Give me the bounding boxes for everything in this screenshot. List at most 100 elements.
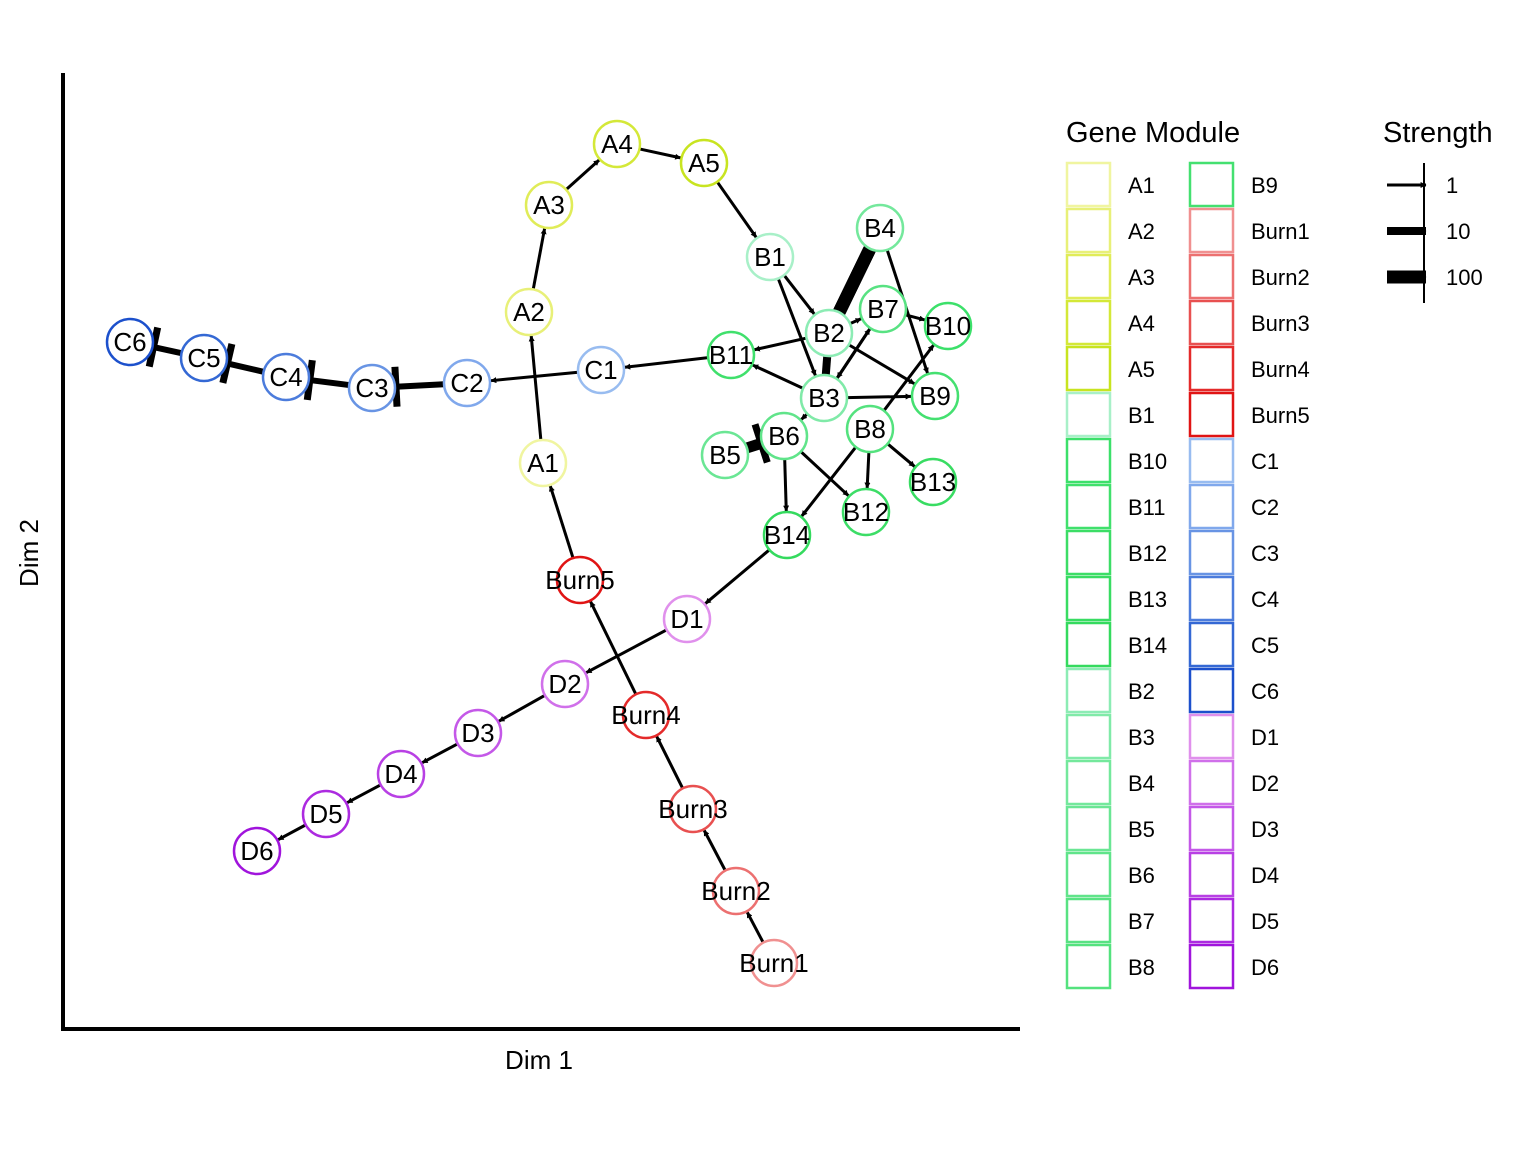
node-b4: B4 xyxy=(855,203,905,253)
legend-item-b1: B1 xyxy=(1065,391,1155,438)
node-b7: B7 xyxy=(858,284,908,334)
legend-label: B8 xyxy=(1128,955,1155,980)
legend-label: D5 xyxy=(1251,909,1279,934)
node-circle xyxy=(706,330,756,380)
edge-B11-to-C1 xyxy=(624,356,709,370)
edge-B8-to-B10 xyxy=(882,344,935,412)
node-label: B3 xyxy=(808,383,840,413)
legend-swatch xyxy=(1188,621,1235,668)
node-label: Burn5 xyxy=(545,565,614,595)
legend-label: C3 xyxy=(1251,541,1279,566)
node-circle xyxy=(301,789,351,839)
legend-item-burn5: Burn5 xyxy=(1188,391,1310,438)
legend-item-d1: D1 xyxy=(1188,713,1279,760)
legend-swatch xyxy=(1188,943,1235,990)
node-c5: C5 xyxy=(179,333,229,383)
legend-item-d3: D3 xyxy=(1188,805,1279,852)
node-d3: D3 xyxy=(453,708,503,758)
node-c6: C6 xyxy=(105,317,155,367)
node-d5: D5 xyxy=(301,789,351,839)
node-label: B1 xyxy=(754,242,786,272)
edge-B3-to-B2 xyxy=(821,356,832,376)
legend-label: B9 xyxy=(1251,173,1278,198)
node-burn1: Burn1 xyxy=(739,938,809,988)
node-label: C2 xyxy=(450,368,483,398)
edge-B4-to-B2 xyxy=(833,245,876,315)
node-circle xyxy=(762,510,812,560)
node-label: Burn1 xyxy=(739,948,808,978)
node-circle xyxy=(855,203,905,253)
node-burn3: Burn3 xyxy=(658,784,728,834)
legend-item-b5: B5 xyxy=(1065,805,1155,852)
node-b11: B11 xyxy=(706,330,756,380)
legend-label: B5 xyxy=(1128,817,1155,842)
legend-swatch xyxy=(1065,483,1112,530)
node-d1: D1 xyxy=(662,594,712,644)
legend-swatch xyxy=(1188,253,1235,300)
legend-item-b7: B7 xyxy=(1065,897,1155,944)
legend-item-c1: C1 xyxy=(1188,437,1279,484)
node-label: C1 xyxy=(584,355,617,385)
edge-B6-to-B14 xyxy=(783,458,790,512)
edge-D3-to-D4 xyxy=(421,742,459,765)
node-c3: C3 xyxy=(347,363,397,413)
legend-label: D1 xyxy=(1251,725,1279,750)
node-a5: A5 xyxy=(679,138,729,188)
edge-B4-to-B9 xyxy=(885,249,929,374)
node-circle xyxy=(908,457,958,507)
legend-item-burn4: Burn4 xyxy=(1188,345,1310,392)
legend-swatch xyxy=(1065,391,1112,438)
edges-layer xyxy=(145,147,935,944)
edge-B8-to-B14 xyxy=(800,446,858,518)
node-circle xyxy=(858,284,908,334)
node-d2: D2 xyxy=(540,659,590,709)
node-label: D2 xyxy=(548,669,581,699)
strength-label: 1 xyxy=(1446,173,1458,198)
node-label: B10 xyxy=(925,311,971,341)
edge-A4-to-A5 xyxy=(639,147,682,160)
legend-swatch xyxy=(1065,897,1112,944)
node-b12: B12 xyxy=(841,487,891,537)
legend-item-b11: B11 xyxy=(1065,483,1166,530)
node-label: B2 xyxy=(813,318,845,348)
legend-label: C2 xyxy=(1251,495,1279,520)
node-circle xyxy=(555,555,605,605)
legend-label: B10 xyxy=(1128,449,1167,474)
node-circle xyxy=(662,594,712,644)
node-circle xyxy=(504,287,554,337)
node-circle xyxy=(745,232,795,282)
node-label: A4 xyxy=(601,129,633,159)
module-legend: Gene Module A1 A2 A3 A4 A5 B1 B10 B11 B12 B13 B14 B… xyxy=(1065,117,1310,990)
legend-label: A2 xyxy=(1128,219,1155,244)
legend-swatch xyxy=(1065,575,1112,622)
legend-item-d4: D4 xyxy=(1188,851,1279,898)
edge-A3-to-A4 xyxy=(565,158,601,191)
legend-swatch xyxy=(1065,713,1112,760)
legend-label: C5 xyxy=(1251,633,1279,658)
legend-swatch xyxy=(1188,759,1235,806)
edge-B8-to-B13 xyxy=(886,442,916,468)
legend-item-c5: C5 xyxy=(1188,621,1279,668)
legend-label: A3 xyxy=(1128,265,1155,290)
legend-label: Burn4 xyxy=(1251,357,1310,382)
legend-label: B11 xyxy=(1128,495,1166,520)
legend-item-c2: C2 xyxy=(1188,483,1279,530)
strength-legend-title: Strength xyxy=(1383,117,1493,149)
legend-swatch xyxy=(1065,345,1112,392)
node-circle xyxy=(232,826,282,876)
edge-D5-to-D6 xyxy=(277,823,307,841)
edge-B2-to-B11 xyxy=(753,336,807,352)
legend-item-c6: C6 xyxy=(1188,667,1279,714)
legend-label: D3 xyxy=(1251,817,1279,842)
legend-item-a2: A2 xyxy=(1065,207,1155,254)
edge-B6-to-B12 xyxy=(799,450,850,497)
legend-swatch xyxy=(1188,575,1235,622)
legend-swatch xyxy=(1065,805,1112,852)
legend-item-b14: B14 xyxy=(1065,621,1167,668)
edge-C3-to-C4 xyxy=(303,359,350,401)
node-label: B7 xyxy=(867,294,899,324)
legend-label: A5 xyxy=(1128,357,1155,382)
node-circle xyxy=(442,358,492,408)
node-b14: B14 xyxy=(762,510,812,560)
